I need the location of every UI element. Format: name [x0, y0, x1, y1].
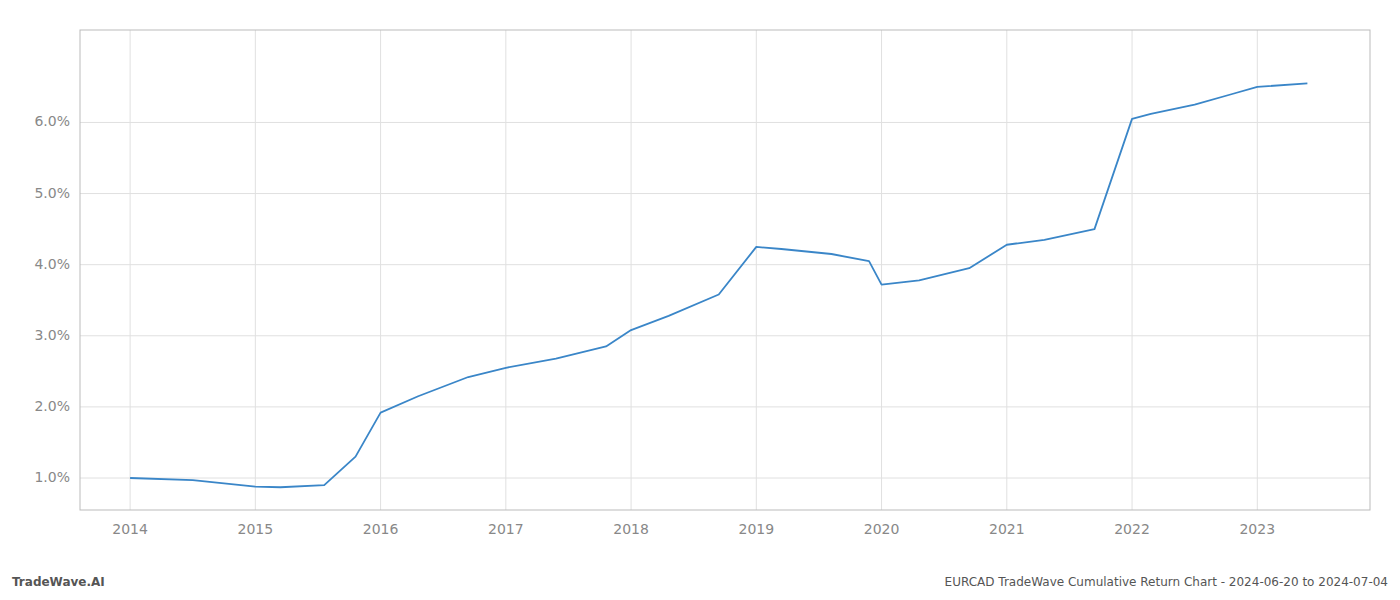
x-grid-line [1257, 30, 1258, 510]
x-tick-label: 2017 [488, 521, 524, 537]
data-layer [130, 83, 1307, 487]
grid [80, 30, 1370, 510]
y-tick-label: 4.0% [34, 256, 70, 272]
axes: 1.0% 2.0% 3.0% 4.0% 5.0% 6.0% 2014 2015 2016 2017… [34, 30, 1370, 537]
y-tick-label: 1.0% [34, 469, 70, 485]
y-grid-line [80, 264, 1370, 265]
y-grid-line [80, 335, 1370, 336]
x-grid-line [380, 30, 381, 510]
footer-right: EURCAD TradeWave Cumulative Return Chart… [945, 575, 1388, 589]
x-grid-line [130, 30, 131, 510]
y-tick-label: 3.0% [34, 327, 70, 343]
y-grid-line [80, 478, 1370, 479]
x-tick-label: 2018 [613, 521, 649, 537]
x-tick-label: 2014 [112, 521, 148, 537]
x-grid-line [631, 30, 632, 510]
y-grid-line [80, 406, 1370, 407]
x-tick-label: 2016 [363, 521, 399, 537]
x-grid-line [505, 30, 506, 510]
x-tick-label: 2021 [989, 521, 1025, 537]
x-tick-label: 2023 [1239, 521, 1275, 537]
y-tick-label: 2.0% [34, 398, 70, 414]
x-tick-label: 2022 [1114, 521, 1150, 537]
x-grid-line [881, 30, 882, 510]
x-grid-line [1132, 30, 1133, 510]
y-grid-line [80, 193, 1370, 194]
x-grid-line [255, 30, 256, 510]
x-grid-line [1006, 30, 1007, 510]
y-tick-label: 6.0% [34, 113, 70, 129]
x-tick-label: 2015 [238, 521, 274, 537]
plot-frame [80, 30, 1370, 510]
x-grid-line [756, 30, 757, 510]
chart: 1.0% 2.0% 3.0% 4.0% 5.0% 6.0% 2014 2015 2016 2017… [0, 0, 1400, 600]
y-grid-line [80, 122, 1370, 123]
y-tick-label: 5.0% [34, 185, 70, 201]
line [130, 83, 1307, 487]
x-tick-label: 2020 [864, 521, 900, 537]
x-tick-label: 2019 [738, 521, 774, 537]
footer-left: TradeWave.AI [12, 575, 105, 589]
footer: TradeWave.AI EURCAD TradeWave Cumulative … [12, 575, 1388, 589]
